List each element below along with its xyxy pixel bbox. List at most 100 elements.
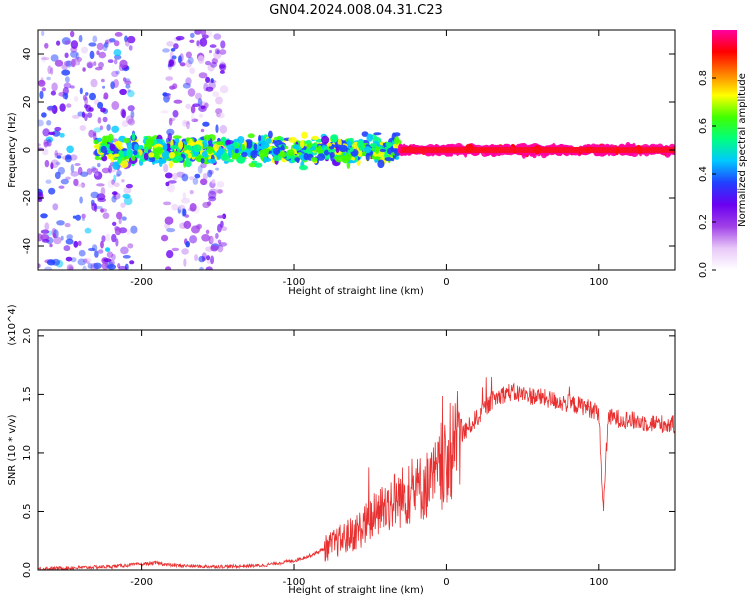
heatmap-cell	[154, 146, 164, 155]
heatmap-cell	[121, 120, 129, 128]
heatmap-cell	[131, 155, 136, 161]
heatmap-cell	[248, 162, 257, 168]
heatmap-cell	[113, 79, 119, 88]
heatmap-cell	[219, 70, 225, 74]
heatmap-cell	[73, 240, 79, 248]
heatmap-cell	[245, 140, 253, 149]
heatmap-cell	[96, 42, 104, 51]
heatmap-cell	[108, 38, 116, 43]
heatmap-cell	[54, 126, 62, 132]
heatmap-cell	[210, 255, 215, 265]
heatmap-cell	[148, 152, 155, 158]
spectrogram-x-label: Height of straight line (km)	[288, 286, 424, 297]
heatmap-cell	[106, 251, 114, 258]
heatmap-cell	[119, 88, 127, 96]
heatmap-cell	[52, 130, 61, 137]
heatmap-cell	[64, 40, 71, 45]
heatmap-cell	[184, 214, 190, 218]
heatmap-cell	[129, 260, 135, 265]
heatmap-cell	[206, 201, 212, 206]
heatmap-cell	[211, 57, 218, 65]
heatmap-cell	[109, 143, 116, 152]
heatmap-cell	[347, 149, 351, 155]
heatmap-cell	[79, 125, 87, 131]
heatmap-cell	[78, 34, 83, 43]
heatmap-cell	[87, 112, 93, 118]
heatmap-cell	[189, 39, 195, 43]
heatmap-cell	[191, 118, 199, 123]
heatmap-cell	[44, 222, 50, 231]
heatmap-cell	[148, 157, 156, 161]
heatmap-cell	[191, 112, 195, 122]
heatmap-cell	[70, 50, 78, 58]
heatmap-cell	[57, 166, 65, 175]
heatmap-cell	[113, 153, 120, 157]
heatmap-cell	[106, 38, 113, 44]
heatmap-cell	[145, 138, 152, 146]
heatmap-cell	[113, 157, 118, 161]
heatmap-cell	[112, 161, 120, 170]
heatmap-cell	[217, 244, 224, 253]
heatmap-cell	[97, 117, 102, 124]
heatmap-cell	[216, 149, 224, 156]
heatmap-cell	[165, 181, 170, 187]
colorbar-tick-label: 0.0	[698, 262, 709, 278]
heatmap-cell	[100, 240, 104, 249]
heatmap-cell	[346, 140, 351, 145]
heatmap-cell	[100, 187, 106, 196]
heatmap-cell	[335, 145, 340, 154]
heatmap-cell	[273, 136, 280, 141]
heatmap-cell	[122, 193, 131, 199]
heatmap-cell	[185, 51, 192, 59]
heatmap-cell	[98, 61, 104, 69]
heatmap-cell	[189, 190, 194, 195]
heatmap-cell	[95, 172, 99, 177]
snr-y-label: SNR (10 * v/v)	[7, 414, 18, 485]
heatmap-cell	[207, 158, 217, 164]
heatmap-cell	[55, 161, 61, 166]
heatmap-cell	[83, 257, 92, 263]
heatmap-cell	[73, 178, 79, 187]
heatmap-cell	[87, 263, 93, 269]
heatmap-cell	[41, 55, 47, 63]
heatmap-cell	[77, 111, 84, 117]
heatmap-cell	[192, 144, 202, 153]
x-tick-label: -200	[130, 577, 153, 588]
heatmap-cell	[299, 164, 308, 171]
heatmap-cell	[166, 250, 174, 259]
heatmap-cell	[208, 81, 216, 90]
heatmap-cell	[125, 83, 131, 89]
heatmap-cell	[50, 54, 59, 62]
heatmap-cell	[163, 94, 170, 103]
heatmap-cell	[89, 92, 96, 101]
heatmap-cell	[56, 40, 61, 46]
colorbar-label: Normalized spectral amplitude	[737, 73, 748, 227]
heatmap-cell	[125, 115, 134, 124]
heatmap-cell	[192, 103, 200, 107]
heatmap-cell	[111, 70, 119, 78]
heatmap-cell	[47, 65, 52, 74]
heatmap-cell	[113, 191, 117, 197]
heatmap-cell	[194, 173, 201, 179]
heatmap-cell	[92, 35, 98, 43]
heatmap-cell	[50, 90, 57, 96]
heatmap-cell	[113, 174, 117, 183]
heatmap-cell	[286, 149, 295, 157]
heatmap-cell	[100, 208, 104, 213]
heatmap-cell	[107, 264, 117, 270]
heatmap-cell	[161, 234, 169, 242]
heatmap-cell	[198, 72, 208, 79]
heatmap-cell	[324, 149, 330, 156]
colorbar-tick-label: 0.8	[698, 70, 709, 86]
heatmap-cell	[200, 105, 206, 110]
heatmap-cell	[200, 178, 208, 186]
heatmap-cell	[215, 232, 219, 239]
heatmap-cell	[40, 229, 50, 234]
y-tick-label: 2.0	[22, 328, 33, 344]
heatmap-cell	[210, 61, 218, 68]
heatmap-cell	[127, 118, 135, 126]
heatmap-cell	[163, 201, 172, 206]
colorbar-tick-label: 0.2	[698, 214, 709, 230]
heatmap-cell	[65, 256, 73, 262]
